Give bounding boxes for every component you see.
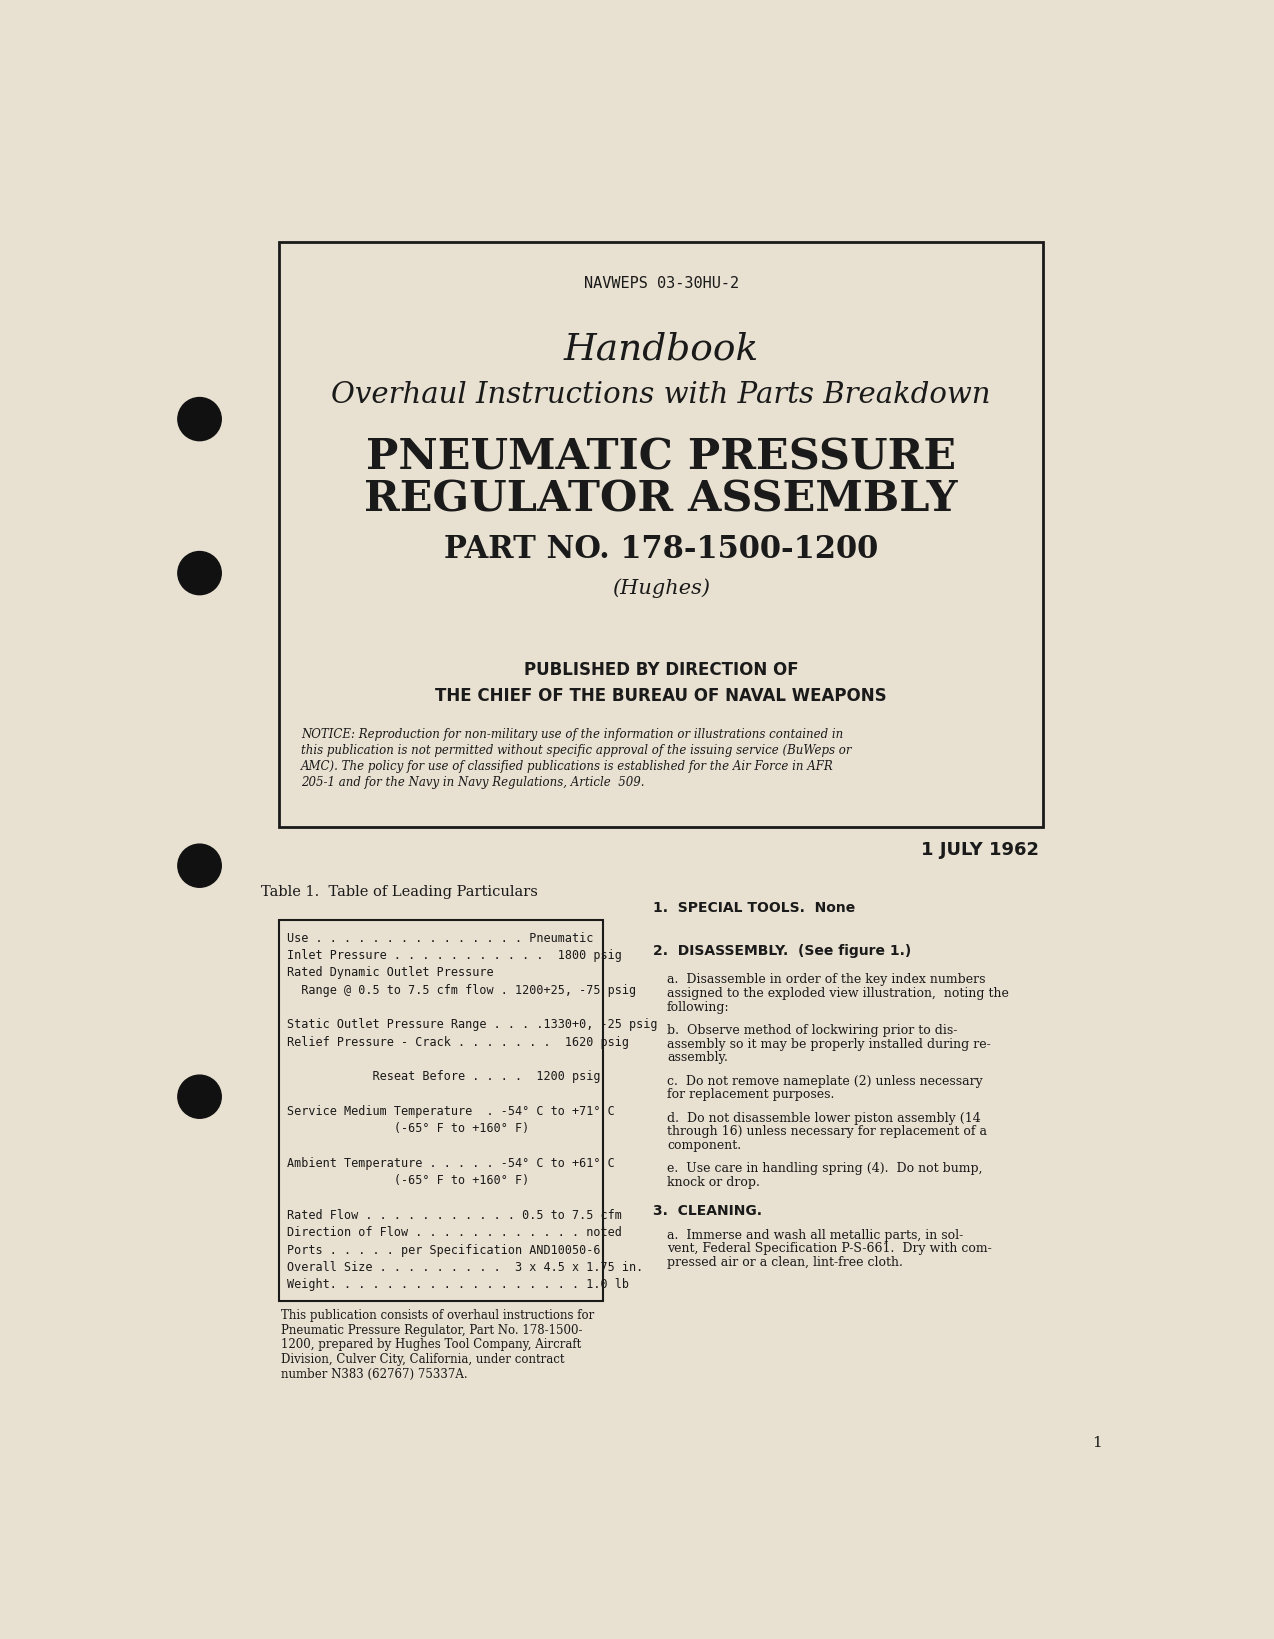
Text: Division, Culver City, California, under contract: Division, Culver City, California, under… [282, 1352, 564, 1365]
Text: e.  Use care in handling spring (4).  Do not bump,: e. Use care in handling spring (4). Do n… [666, 1162, 982, 1175]
Text: b.  Observe method of lockwiring prior to dis-: b. Observe method of lockwiring prior to… [666, 1023, 957, 1036]
Circle shape [178, 1075, 222, 1118]
Text: vent, Federal Specification P-S-661.  Dry with com-: vent, Federal Specification P-S-661. Dry… [666, 1242, 991, 1255]
Bar [279, 919, 603, 1301]
Text: This publication consists of overhaul instructions for: This publication consists of overhaul in… [282, 1308, 594, 1321]
Text: a.  Disassemble in order of the key index numbers: a. Disassemble in order of the key index… [666, 972, 985, 985]
Text: 1 JULY 1962: 1 JULY 1962 [921, 841, 1038, 859]
Text: Pneumatic Pressure Regulator, Part No. 178-1500-: Pneumatic Pressure Regulator, Part No. 1… [282, 1323, 582, 1336]
Text: 1: 1 [1092, 1434, 1102, 1449]
Text: Table 1.  Table of Leading Particulars: Table 1. Table of Leading Particulars [261, 885, 538, 898]
Text: Ports . . . . . per Specification AND10050-6: Ports . . . . . per Specification AND100… [287, 1242, 600, 1255]
Circle shape [178, 398, 222, 441]
Text: Rated Dynamic Outlet Pressure: Rated Dynamic Outlet Pressure [287, 965, 494, 978]
Text: assembly so it may be properly installed during re-: assembly so it may be properly installed… [666, 1037, 991, 1051]
Text: REGULATOR ASSEMBLY: REGULATOR ASSEMBLY [364, 479, 958, 520]
Bar [279, 243, 1042, 828]
Text: a.  Immerse and wash all metallic parts, in sol-: a. Immerse and wash all metallic parts, … [666, 1228, 963, 1241]
Text: 1.  SPECIAL TOOLS.  None: 1. SPECIAL TOOLS. None [654, 901, 855, 915]
Text: 2.  DISASSEMBLY.  (See figure 1.): 2. DISASSEMBLY. (See figure 1.) [654, 942, 911, 957]
Text: following:: following: [666, 1000, 730, 1013]
Text: PART NO. 178-1500-1200: PART NO. 178-1500-1200 [443, 534, 878, 564]
Text: THE CHIEF OF THE BUREAU OF NAVAL WEAPONS: THE CHIEF OF THE BUREAU OF NAVAL WEAPONS [436, 687, 887, 705]
Text: number N383 (62767) 75337A.: number N383 (62767) 75337A. [282, 1367, 468, 1380]
Text: pressed air or a clean, lint-free cloth.: pressed air or a clean, lint-free cloth. [666, 1255, 903, 1269]
Text: NOTICE: Reproduction for non-military use of the information or illustrations co: NOTICE: Reproduction for non-military us… [301, 728, 843, 741]
Text: Overhaul Instructions with Parts Breakdown: Overhaul Instructions with Parts Breakdo… [331, 380, 991, 408]
Text: Use . . . . . . . . . . . . . . . Pneumatic: Use . . . . . . . . . . . . . . . Pneuma… [287, 931, 594, 944]
Text: Reseat Before . . . .  1200 psig: Reseat Before . . . . 1200 psig [287, 1070, 600, 1083]
Text: 1200, prepared by Hughes Tool Company, Aircraft: 1200, prepared by Hughes Tool Company, A… [282, 1337, 581, 1351]
Text: (-65° F to +160° F): (-65° F to +160° F) [287, 1121, 530, 1134]
Text: c.  Do not remove nameplate (2) unless necessary: c. Do not remove nameplate (2) unless ne… [666, 1074, 982, 1087]
Text: PNEUMATIC PRESSURE: PNEUMATIC PRESSURE [366, 436, 956, 477]
Text: d.  Do not disassemble lower piston assembly (14: d. Do not disassemble lower piston assem… [666, 1111, 981, 1124]
Text: component.: component. [666, 1139, 741, 1152]
Text: Range @ 0.5 to 7.5 cfm flow . 1200+25, -75 psig: Range @ 0.5 to 7.5 cfm flow . 1200+25, -… [287, 983, 636, 997]
Text: Static Outlet Pressure Range . . . .1330+0, -25 psig: Static Outlet Pressure Range . . . .1330… [287, 1018, 657, 1031]
Text: Handbook: Handbook [563, 331, 759, 367]
Text: 3.  CLEANING.: 3. CLEANING. [654, 1203, 762, 1218]
Text: (Hughes): (Hughes) [612, 579, 710, 598]
Text: knock or drop.: knock or drop. [666, 1175, 759, 1188]
Text: Rated Flow . . . . . . . . . . . 0.5 to 7.5 cfm: Rated Flow . . . . . . . . . . . 0.5 to … [287, 1208, 622, 1221]
Text: assembly.: assembly. [666, 1051, 727, 1064]
Text: AMC). The policy for use of classified publications is established for the Air F: AMC). The policy for use of classified p… [301, 759, 833, 772]
Circle shape [178, 552, 222, 595]
Text: Overall Size . . . . . . . . .  3 x 4.5 x 1.75 in.: Overall Size . . . . . . . . . 3 x 4.5 x… [287, 1260, 643, 1274]
Circle shape [178, 844, 222, 888]
Text: Relief Pressure - Crack . . . . . . .  1620 psig: Relief Pressure - Crack . . . . . . . 16… [287, 1036, 629, 1047]
Text: Direction of Flow . . . . . . . . . . . . noted: Direction of Flow . . . . . . . . . . . … [287, 1226, 622, 1239]
Text: PUBLISHED BY DIRECTION OF: PUBLISHED BY DIRECTION OF [524, 661, 799, 679]
Text: 205-1 and for the Navy in Navy Regulations, Article  509.: 205-1 and for the Navy in Navy Regulatio… [301, 775, 645, 788]
Text: this publication is not permitted without specific approval of the issuing servi: this publication is not permitted withou… [301, 744, 851, 757]
Text: Inlet Pressure . . . . . . . . . . .  1800 psig: Inlet Pressure . . . . . . . . . . . 180… [287, 949, 622, 962]
Text: (-65° F to +160° F): (-65° F to +160° F) [287, 1174, 530, 1187]
Text: for replacement purposes.: for replacement purposes. [666, 1088, 834, 1101]
Text: NAVWEPS 03-30HU-2: NAVWEPS 03-30HU-2 [583, 275, 739, 290]
Text: Ambient Temperature . . . . . -54° C to +61° C: Ambient Temperature . . . . . -54° C to … [287, 1157, 615, 1169]
Text: Weight. . . . . . . . . . . . . . . . . . 1.0 lb: Weight. . . . . . . . . . . . . . . . . … [287, 1277, 629, 1290]
Text: Service Medium Temperature  . -54° C to +71° C: Service Medium Temperature . -54° C to +… [287, 1105, 615, 1118]
Text: assigned to the exploded view illustration,  noting the: assigned to the exploded view illustrati… [666, 987, 1009, 1000]
Text: through 16) unless necessary for replacement of a: through 16) unless necessary for replace… [666, 1124, 987, 1137]
